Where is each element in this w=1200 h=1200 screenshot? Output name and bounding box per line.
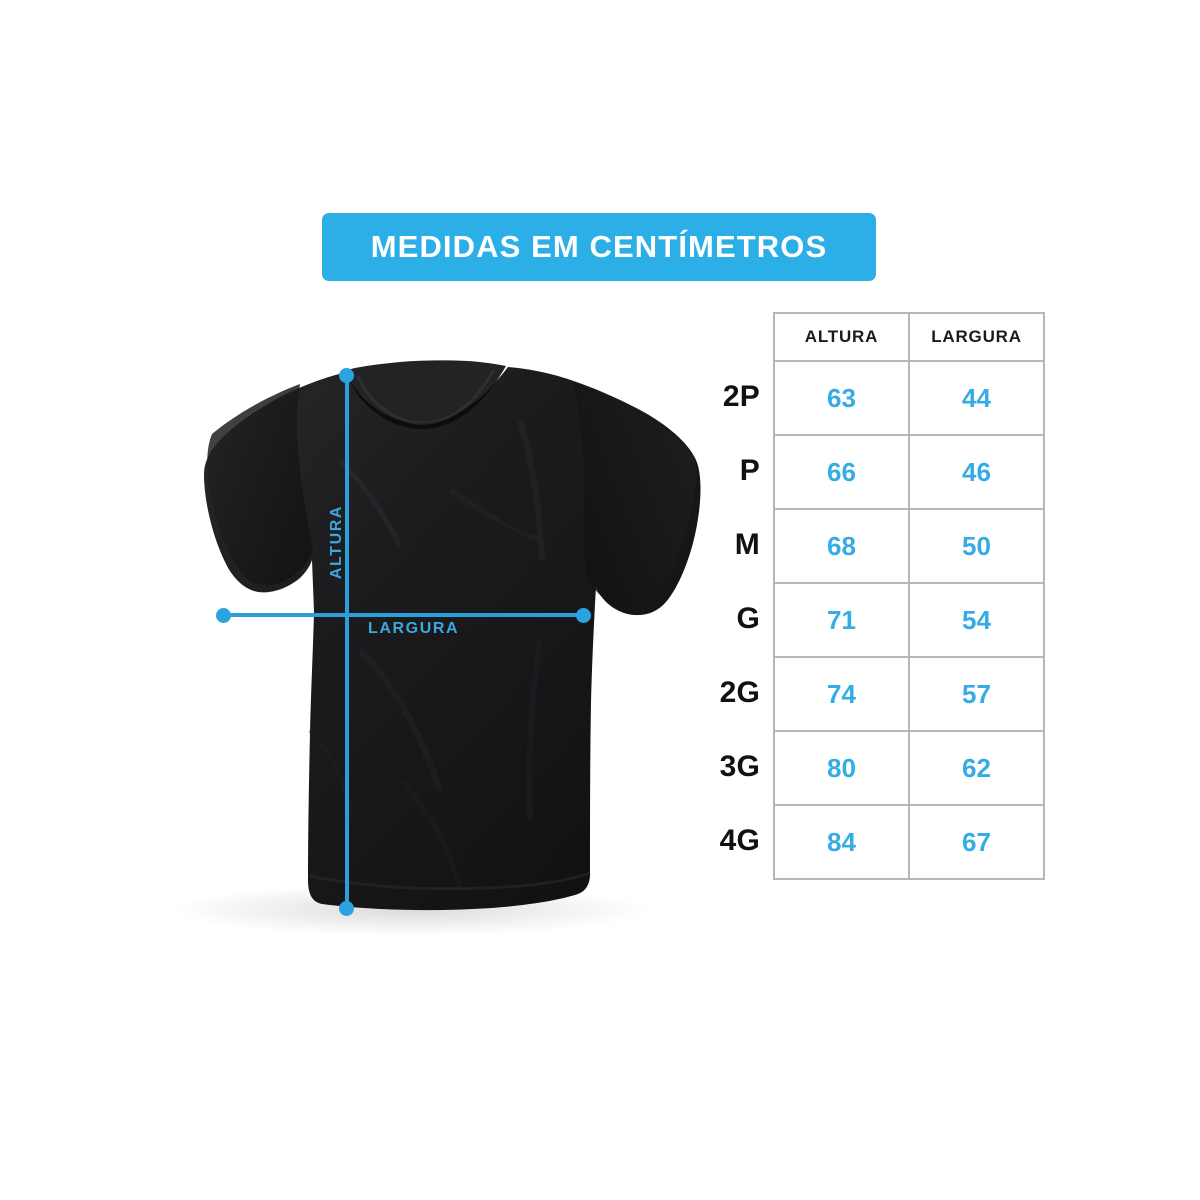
tshirt-graphic <box>170 360 701 936</box>
table-row: 68 50 <box>773 508 1045 584</box>
cell-altura-2g: 74 <box>773 656 910 732</box>
cell-altura-p: 66 <box>773 434 910 510</box>
table-header-row: ALTURA LARGURA <box>773 312 1045 362</box>
cell-largura-2g: 57 <box>908 656 1045 732</box>
size-label-4g: 4G <box>719 824 760 857</box>
cell-altura-2p: 63 <box>773 360 910 436</box>
column-header-altura: ALTURA <box>773 312 910 362</box>
table-header: ALTURA LARGURA <box>773 312 1045 362</box>
size-label-3g: 3G <box>719 750 760 783</box>
cell-largura-p: 46 <box>908 434 1045 510</box>
cell-largura-g: 54 <box>908 582 1045 658</box>
cell-altura-m: 68 <box>773 508 910 584</box>
cell-altura-3g: 80 <box>773 730 910 806</box>
measurements-banner: MEDIDAS EM CENTÍMETROS <box>322 213 876 281</box>
cell-largura-3g: 62 <box>908 730 1045 806</box>
size-label-g: G <box>736 602 760 635</box>
table-body: 63 44 66 46 68 50 71 54 74 57 <box>773 360 1045 880</box>
cell-altura-g: 71 <box>773 582 910 658</box>
tshirt-illustration <box>100 350 720 940</box>
size-table-block: 2P P M G 2G 3G 4G ALTURA LARGURA 63 44 <box>690 312 1050 934</box>
cell-largura-4g: 67 <box>908 804 1045 880</box>
table-row: 74 57 <box>773 656 1045 732</box>
table-row: 71 54 <box>773 582 1045 658</box>
size-label-column: 2P P M G 2G 3G 4G <box>690 360 766 878</box>
size-label-p: P <box>739 454 760 487</box>
cell-largura-2p: 44 <box>908 360 1045 436</box>
size-label-m: M <box>734 528 760 561</box>
cell-altura-4g: 84 <box>773 804 910 880</box>
size-label-2p: 2P <box>722 380 760 413</box>
table-row: 84 67 <box>773 804 1045 880</box>
column-header-largura: LARGURA <box>908 312 1045 362</box>
banner-title: MEDIDAS EM CENTÍMETROS <box>370 229 828 264</box>
table-row: 80 62 <box>773 730 1045 806</box>
table-row: 66 46 <box>773 434 1045 510</box>
size-label-2g: 2G <box>719 676 760 709</box>
measurements-table: ALTURA LARGURA 63 44 66 46 68 50 7 <box>773 312 1045 880</box>
cell-largura-m: 50 <box>908 508 1045 584</box>
table-row: 63 44 <box>773 360 1045 436</box>
